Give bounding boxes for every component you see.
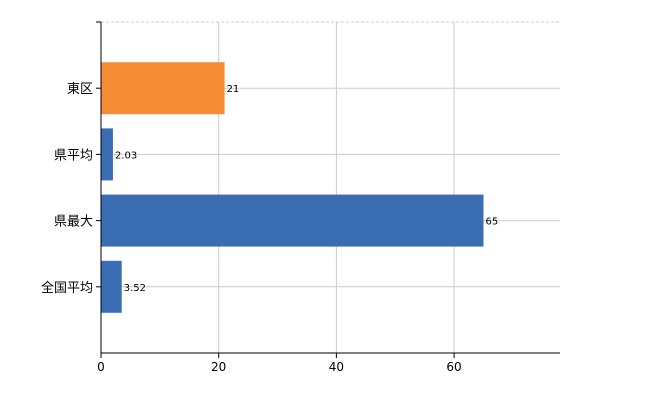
x-tick-label: 60 bbox=[446, 360, 461, 374]
data-label: 3.52 bbox=[124, 283, 146, 294]
y-tick-label: 東区 bbox=[67, 81, 93, 97]
x-tick-label: 40 bbox=[329, 360, 344, 374]
data-label: 65 bbox=[486, 217, 499, 228]
y-tick-label: 県最大 bbox=[54, 215, 93, 230]
bar bbox=[101, 62, 225, 115]
x-tick-label: 20 bbox=[211, 360, 226, 374]
y-tick-label: 全国平均 bbox=[41, 280, 93, 296]
bar bbox=[101, 260, 122, 313]
data-label: 21 bbox=[227, 84, 240, 95]
x-tick-label: 0 bbox=[97, 360, 105, 374]
bar bbox=[101, 194, 484, 247]
y-tick-label: 県平均 bbox=[54, 148, 93, 163]
bar bbox=[101, 128, 113, 181]
data-label: 2.03 bbox=[115, 150, 137, 161]
